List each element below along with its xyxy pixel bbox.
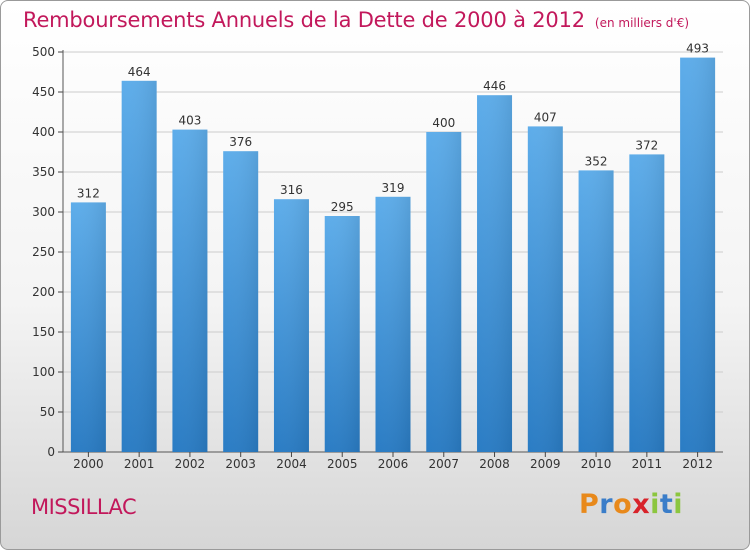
bar-value-label: 407 xyxy=(534,110,557,124)
logo-letter: i xyxy=(650,489,660,520)
logo-letter: P xyxy=(579,489,600,520)
unit-subtitle: (en milliers d'€) xyxy=(594,16,690,30)
y-tick-label: 50 xyxy=(40,405,55,419)
y-tick-label: 0 xyxy=(47,445,55,459)
bar-value-label: 446 xyxy=(483,79,506,93)
logo-letter: o xyxy=(613,489,633,520)
x-tick-label: 2004 xyxy=(276,457,307,471)
y-tick-label: 250 xyxy=(32,245,55,259)
logo-letter: r xyxy=(599,489,614,520)
y-tick-label: 350 xyxy=(32,165,55,179)
y-tick-label: 200 xyxy=(32,285,55,299)
bar-shade xyxy=(477,95,513,452)
x-tick-label: 2005 xyxy=(327,457,358,471)
bar-shade xyxy=(629,154,665,452)
x-tick-label: 2008 xyxy=(479,457,510,471)
bar-shade xyxy=(273,199,309,452)
logo-letter: t xyxy=(659,489,674,520)
bar-shade xyxy=(324,216,360,452)
x-tick-label: 2006 xyxy=(378,457,409,471)
proxiti-logo: Proxiti xyxy=(579,489,683,520)
bar-shade xyxy=(223,151,259,452)
x-tick-label: 2012 xyxy=(682,457,713,471)
x-tick-label: 2001 xyxy=(124,457,155,471)
x-tick-label: 2007 xyxy=(428,457,459,471)
y-tick-label: 150 xyxy=(32,325,55,339)
x-tick-label: 2003 xyxy=(225,457,256,471)
y-tick-label: 450 xyxy=(32,85,55,99)
x-tick-label: 2002 xyxy=(175,457,206,471)
x-tick-label: 2000 xyxy=(73,457,104,471)
chart-title: Remboursements Annuels de la Dette de 20… xyxy=(23,8,689,32)
bar-value-label: 376 xyxy=(229,135,252,149)
bar-value-label: 493 xyxy=(686,42,709,56)
bar-shade xyxy=(426,132,462,452)
bar-value-label: 352 xyxy=(585,154,608,168)
bar-shade xyxy=(680,57,716,452)
logo-letter: x xyxy=(632,489,651,520)
bar-shade xyxy=(375,196,411,452)
bar-layer xyxy=(70,57,716,453)
bar-value-label: 316 xyxy=(280,183,303,197)
commune-name: MISSILLAC xyxy=(31,495,137,519)
x-tick-label: 2011 xyxy=(632,457,663,471)
y-tick-label: 100 xyxy=(32,365,55,379)
x-tick-label: 2009 xyxy=(530,457,561,471)
y-tick-label: 500 xyxy=(32,45,55,59)
label-layer: 312 464 403 376 316 295 319 400 446 407 352 372 493 xyxy=(77,42,709,214)
bar-value-label: 312 xyxy=(77,186,100,200)
x-tick-label: 2010 xyxy=(581,457,612,471)
title-text: Remboursements Annuels de la Dette de 20… xyxy=(23,8,585,32)
bar-shade xyxy=(121,80,157,453)
y-tick-label: 300 xyxy=(32,205,55,219)
bar-shade xyxy=(172,129,208,452)
bar-shade xyxy=(70,202,106,452)
bar-value-label: 372 xyxy=(635,138,658,152)
y-tick-label: 400 xyxy=(32,125,55,139)
logo-letter: i xyxy=(673,489,684,520)
axis-layer: 0 50 100 150 200 250 300 350 400 450 500 2000 2001 20… xyxy=(32,45,723,471)
bar-shade xyxy=(578,170,614,452)
bar-value-label: 464 xyxy=(128,65,151,79)
bar-value-label: 295 xyxy=(331,200,354,214)
bar-value-label: 400 xyxy=(432,116,455,130)
bar-value-label: 403 xyxy=(178,114,201,128)
bar-shade xyxy=(527,126,563,453)
bar-value-label: 319 xyxy=(382,181,405,195)
